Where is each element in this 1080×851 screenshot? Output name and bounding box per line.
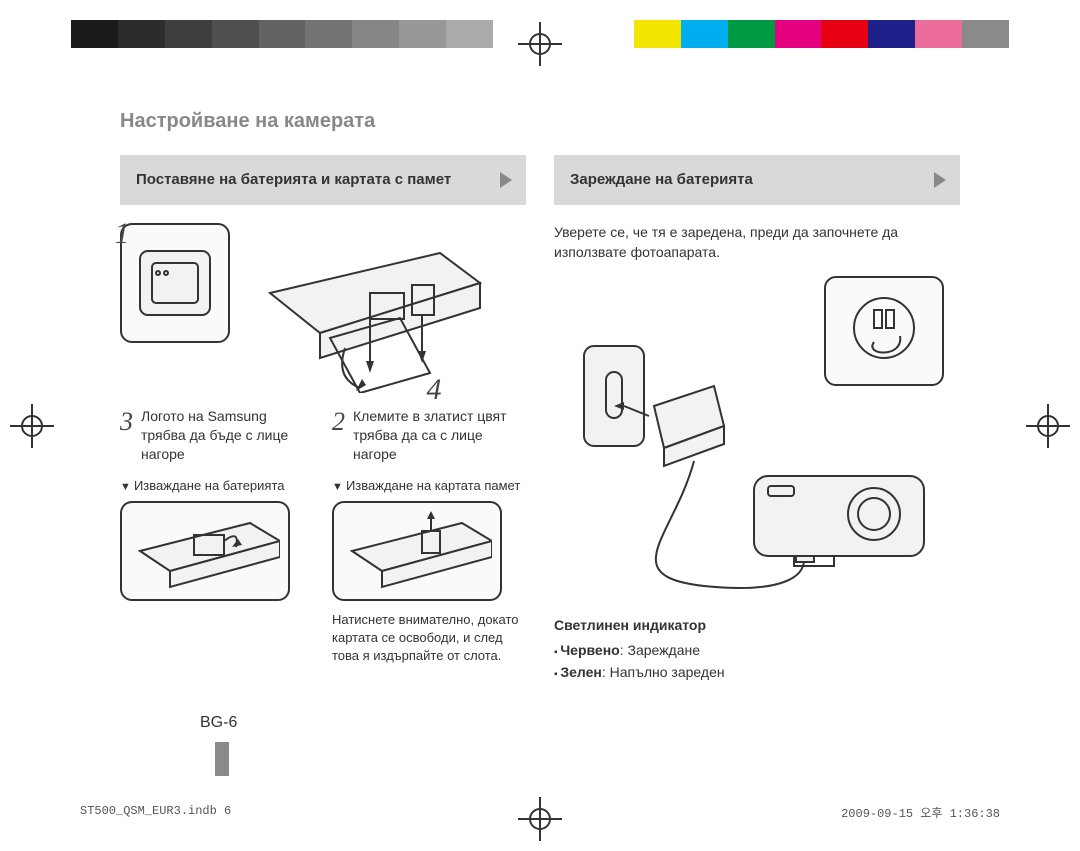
- page-title: Настройване на камерата: [120, 110, 960, 133]
- registration-mark-top: [518, 22, 562, 66]
- right-column: Зареждане на батерията Уверете се, че тя…: [554, 155, 960, 683]
- print-footer: ST500_QSM_EUR3.indb 6 2009-09-15 오후 1:36…: [80, 804, 1000, 821]
- step-2-text: Клемите в златист цвят трябва да са с ли…: [353, 407, 526, 464]
- registration-mark-left: [10, 404, 54, 448]
- banner-text: Зареждане на батерията: [570, 171, 753, 190]
- banner-text: Поставяне на батерията и картата с памет: [136, 171, 451, 190]
- step-number-1: 1: [110, 217, 134, 251]
- indicator-block: Светлинен индикатор Червено: Зареждане З…: [554, 614, 960, 683]
- thumb-tab-mark: [215, 742, 229, 776]
- remove-card-tip: Натиснете внимателно, докато картата се …: [332, 611, 526, 666]
- banner-charge-battery: Зареждане на батерията: [554, 155, 960, 205]
- remove-card-label: Изваждане на картата памет: [332, 478, 526, 493]
- charge-intro-text: Уверете се, че тя е заредена, преди да з…: [554, 223, 960, 262]
- remove-card-block: Изваждане на картата памет Натиснете вни…: [332, 478, 526, 666]
- footer-filename: ST500_QSM_EUR3.indb 6: [80, 804, 231, 821]
- step-number-3: 3: [120, 407, 133, 464]
- step-number-2: 2: [332, 407, 345, 464]
- footer-timestamp: 2009-09-15 오후 1:36:38: [841, 804, 1000, 821]
- page-content: Настройване на камерата Поставяне на бат…: [120, 110, 960, 683]
- banner-insert-battery-card: Поставяне на батерията и картата с памет: [120, 155, 526, 205]
- figure-camera-door-closeup: [120, 223, 230, 343]
- figure-camera-open-compartment: [240, 223, 500, 393]
- indicator-green: Зелен: Напълно зареден: [554, 661, 960, 683]
- remove-battery-block: Изваждане на батерията: [120, 478, 314, 666]
- figure-plug-closeup: [824, 276, 944, 386]
- step-number-4: 4: [422, 373, 446, 407]
- step-2: 2 Клемите в златист цвят трябва да са с …: [332, 407, 526, 464]
- left-column: Поставяне на батерията и картата с памет…: [120, 155, 526, 683]
- step-3: 3 Логото на Samsung трябва да бъде с лиц…: [120, 407, 314, 464]
- indicator-red: Червено: Зареждане: [554, 639, 960, 661]
- step-3-text: Логото на Samsung трябва да бъде с лице …: [141, 407, 314, 464]
- figure-charging-setup: [554, 276, 944, 596]
- remove-battery-label: Изваждане на батерията: [120, 478, 314, 493]
- indicator-header: Светлинен индикатор: [554, 614, 960, 636]
- figure-remove-card: [332, 501, 502, 601]
- registration-mark-right: [1026, 404, 1070, 448]
- page-number: BG-6: [200, 714, 237, 732]
- figure-remove-battery: [120, 501, 290, 601]
